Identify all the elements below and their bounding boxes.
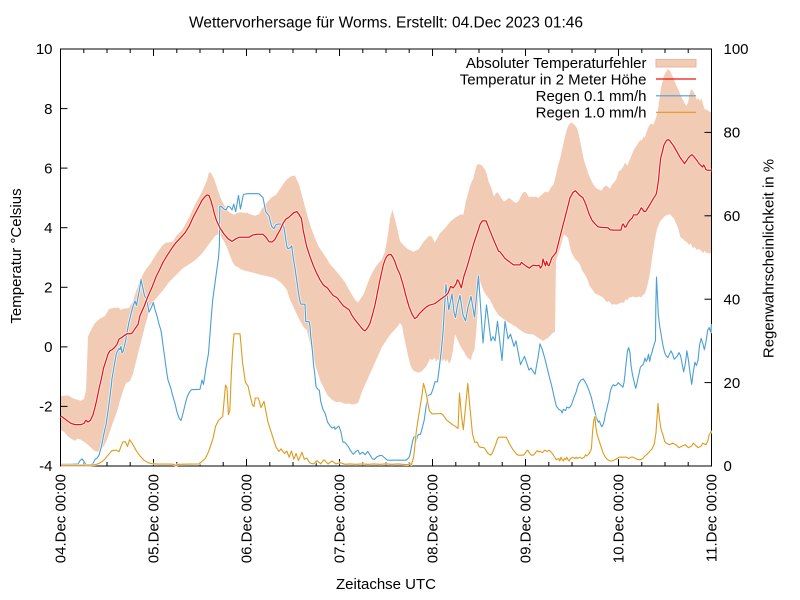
svg-text:Wettervorhersage für Worms. Er: Wettervorhersage für Worms. Erstellt: 04…: [189, 15, 583, 32]
svg-text:Regen 0.1 mm/h: Regen 0.1 mm/h: [536, 88, 647, 105]
svg-text:Zeitachse UTC: Zeitachse UTC: [336, 576, 436, 593]
svg-text:05.Dec 00:00: 05.Dec 00:00: [146, 474, 163, 563]
svg-text:-2: -2: [39, 399, 52, 416]
svg-text:10.Dec 00:00: 10.Dec 00:00: [611, 474, 628, 563]
svg-text:Absoluter Temperaturfehler: Absoluter Temperaturfehler: [466, 55, 647, 72]
svg-text:40: 40: [724, 291, 741, 308]
svg-text:4: 4: [44, 220, 52, 237]
svg-text:20: 20: [724, 375, 741, 392]
svg-text:2: 2: [44, 280, 52, 297]
svg-text:-4: -4: [39, 458, 52, 475]
svg-text:10: 10: [36, 41, 53, 58]
svg-text:04.Dec 00:00: 04.Dec 00:00: [53, 474, 70, 563]
svg-text:Regen 1.0 mm/h: Regen 1.0 mm/h: [536, 105, 647, 122]
svg-text:0: 0: [724, 458, 732, 475]
svg-text:6: 6: [44, 160, 52, 177]
svg-text:06.Dec 00:00: 06.Dec 00:00: [239, 474, 256, 563]
svg-text:0: 0: [44, 339, 52, 356]
svg-text:Temperatur in 2 Meter Höhe: Temperatur in 2 Meter Höhe: [460, 71, 647, 88]
svg-text:09.Dec 00:00: 09.Dec 00:00: [518, 474, 535, 563]
svg-text:Regenwahrscheinlichkeit in %: Regenwahrscheinlichkeit in %: [761, 159, 778, 358]
svg-text:80: 80: [724, 125, 741, 142]
svg-text:07.Dec 00:00: 07.Dec 00:00: [332, 474, 349, 563]
svg-text:100: 100: [724, 41, 749, 58]
svg-text:8: 8: [44, 101, 52, 118]
svg-text:60: 60: [724, 208, 741, 225]
svg-text:Temperatur °Celsius: Temperatur °Celsius: [8, 188, 25, 323]
svg-text:08.Dec 00:00: 08.Dec 00:00: [425, 474, 442, 563]
svg-text:11.Dec 00:00: 11.Dec 00:00: [704, 474, 721, 562]
